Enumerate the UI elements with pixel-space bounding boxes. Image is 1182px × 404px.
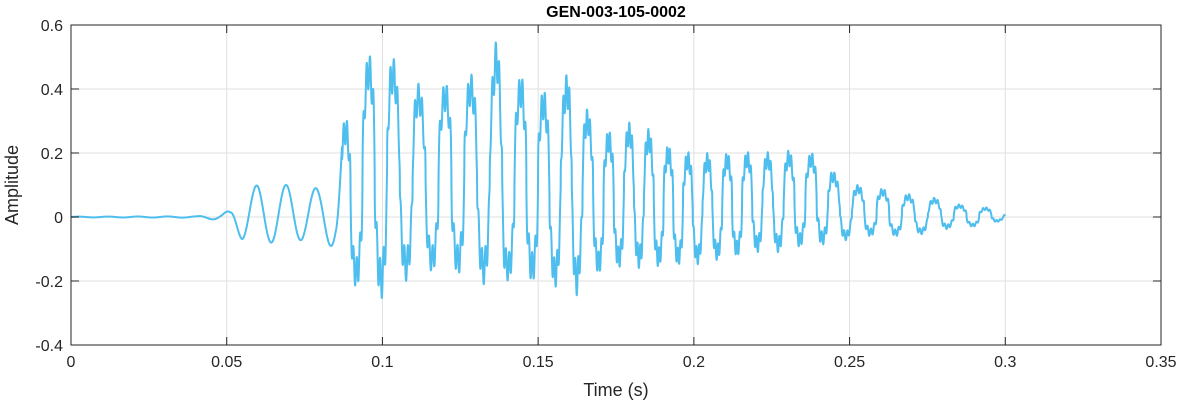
y-tick-label: 0.6 <box>41 18 63 35</box>
x-tick-label: 0.05 <box>211 354 242 371</box>
x-tick-label: 0.3 <box>994 354 1016 371</box>
x-axis: 0 0.05 0.1 0.15 0.2 0.25 0.3 0.35 <box>67 25 1177 371</box>
signal-line <box>71 41 1007 299</box>
x-tick-label: 0.15 <box>523 354 554 371</box>
x-tick-label: 0.35 <box>1145 354 1176 371</box>
grid-lines <box>70 24 1162 346</box>
y-tick-label: -0.2 <box>35 274 63 291</box>
x-tick-label: 0.1 <box>371 354 393 371</box>
x-axis-label: Time (s) <box>583 380 648 400</box>
plot-area <box>71 41 1007 299</box>
x-tick-label: 0 <box>67 354 76 371</box>
y-axis-label: Amplitude <box>2 145 22 225</box>
axes-box <box>70 24 1162 346</box>
x-tick-label: 0.2 <box>683 354 705 371</box>
y-tick-label: 0.2 <box>41 146 63 163</box>
y-tick-label: -0.4 <box>35 338 63 355</box>
y-tick-label: 0 <box>54 210 63 227</box>
x-tick-label: 0.25 <box>834 354 865 371</box>
y-tick-label: 0.4 <box>41 82 63 99</box>
chart-title: GEN-003-105-0002 <box>546 4 686 21</box>
y-axis: -0.4 -0.2 0 0.2 0.4 0.6 <box>35 18 1161 355</box>
